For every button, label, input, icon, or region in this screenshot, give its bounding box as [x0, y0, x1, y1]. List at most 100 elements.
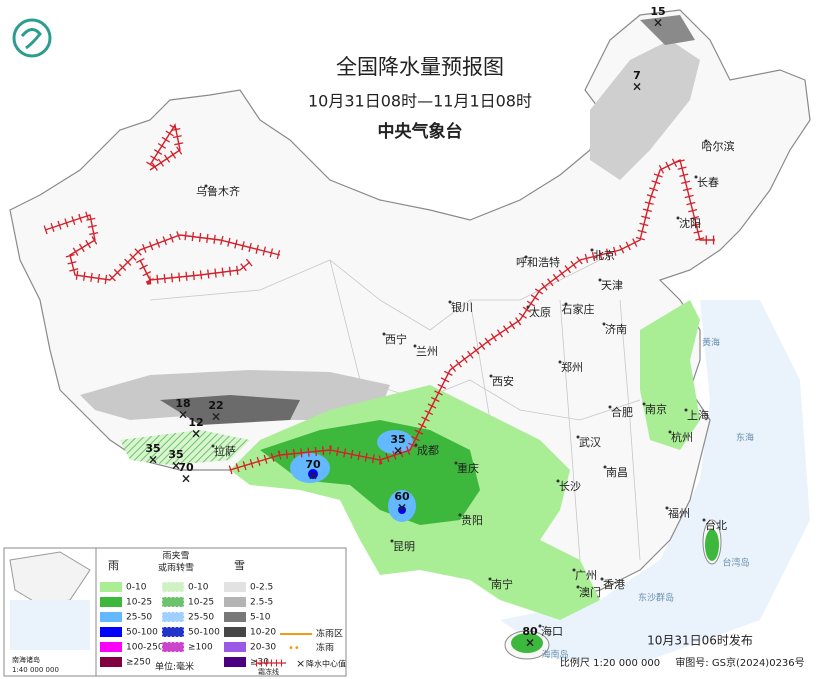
city-dot — [642, 402, 646, 406]
city-label: 南宁 — [491, 577, 513, 591]
legend-label: 25-50 — [188, 613, 214, 623]
center-value: 70 — [305, 458, 321, 471]
legend-label: 20-30 — [250, 643, 276, 653]
city-dot — [702, 518, 706, 522]
center-value: 60 — [394, 490, 410, 503]
city-dot — [454, 461, 458, 465]
city-dot — [603, 465, 607, 469]
city-label: 郑州 — [561, 360, 583, 374]
city-dot — [488, 577, 492, 581]
sea-label: 东沙群岛 — [638, 592, 674, 604]
city-label: 香港 — [603, 578, 625, 591]
city-label: 乌鲁木齐 — [196, 184, 240, 198]
city-label: 沈阳 — [679, 216, 701, 230]
city-dot — [576, 585, 580, 589]
legend-swatch — [100, 582, 122, 592]
legend-label: 2.5-5 — [250, 598, 273, 608]
scale: 比例尺 1:20 000 000 — [560, 656, 660, 669]
legend-label: 冻雨 — [316, 642, 334, 654]
map-number: 审图号: GS京(2024)0236号 — [675, 656, 804, 669]
rain-area — [511, 633, 543, 653]
city-label: 哈尔滨 — [702, 139, 735, 153]
legend-swatch — [224, 582, 246, 592]
city-dot — [448, 300, 452, 304]
city-label: 呼和浩特 — [516, 255, 560, 269]
city-dot — [668, 430, 672, 434]
center-symbol: × — [296, 657, 305, 670]
city-dot — [413, 344, 417, 348]
legend-label: 10-20 — [250, 628, 276, 638]
legend-label: 5-10 — [250, 613, 271, 623]
city-dot — [558, 360, 562, 364]
legend-label: 霜冻线 — [258, 667, 279, 676]
inset-sea — [10, 600, 90, 650]
legend-label: 0-10 — [188, 583, 209, 593]
sleet-area — [120, 430, 250, 465]
city-dot — [590, 248, 594, 252]
center-value: 35 — [390, 433, 405, 446]
logo — [12, 18, 52, 58]
city-label: 西安 — [492, 374, 514, 388]
rain-area — [640, 300, 700, 450]
city-dot — [608, 405, 612, 409]
city-label: 重庆 — [457, 461, 479, 475]
legend-label: 0-2.5 — [250, 583, 273, 593]
legend-swatch — [161, 611, 185, 623]
legend-swatch — [100, 657, 122, 667]
center-value: 70 — [178, 461, 194, 474]
city-dot — [572, 568, 576, 572]
city-label: 台北 — [705, 518, 727, 532]
legend-label: 50-100 — [126, 628, 158, 638]
legend-swatch — [100, 642, 122, 652]
city-dot — [204, 184, 208, 188]
city-label: 长春 — [697, 176, 719, 189]
city-dot — [382, 332, 386, 336]
legend-swatch — [224, 657, 246, 667]
city-label: 南昌 — [606, 466, 628, 479]
center-value: 15 — [650, 5, 665, 18]
city-label: 成都 — [417, 444, 439, 457]
sea-label: 台湾岛 — [722, 557, 749, 569]
city-dot — [665, 506, 669, 510]
rain-area — [705, 529, 719, 561]
city-label: 武汉 — [579, 436, 601, 449]
center-mark: × — [148, 453, 158, 467]
city-dot — [526, 305, 530, 309]
center-mark: × — [171, 459, 181, 473]
legend-swatch — [224, 597, 246, 607]
center-mark: × — [178, 408, 188, 422]
sea-label: 东海 — [736, 432, 754, 444]
center-mark: × — [397, 501, 407, 515]
center-mark: × — [632, 80, 642, 94]
city-label: 银川 — [451, 300, 473, 314]
sea-label: 黄海 — [702, 337, 720, 349]
legend-label: 100-250 — [126, 643, 164, 653]
city-label: 广州 — [575, 569, 597, 582]
legend-label: 25-50 — [126, 613, 152, 623]
city-dot — [598, 278, 602, 282]
legend-swatch — [224, 627, 246, 637]
city-dot — [694, 175, 698, 179]
inset-title: 南海诸岛 — [12, 655, 40, 664]
rain-area — [377, 430, 413, 454]
rain-area — [290, 453, 330, 483]
city-label: 合肥 — [611, 405, 633, 419]
subtitle: 10月31日08时—11月1日08时 — [308, 92, 532, 111]
city-label: 西宁 — [385, 332, 407, 346]
rain-area — [398, 506, 406, 514]
center-mark: × — [191, 427, 201, 441]
legend-title: 雪 — [234, 559, 245, 572]
legend-swatch — [100, 612, 122, 622]
center-mark: × — [181, 472, 191, 486]
snow-area — [640, 15, 695, 45]
city-label: 北京 — [593, 248, 615, 262]
legend-label: 0-10 — [126, 583, 147, 593]
center-mark: × — [211, 410, 221, 424]
legend-label: 10-25 — [126, 598, 152, 608]
city-label: 澳门 — [579, 585, 601, 599]
city-dot — [211, 444, 215, 448]
title: 全国降水量预报图 — [336, 55, 504, 79]
center-mark: × — [393, 444, 403, 458]
